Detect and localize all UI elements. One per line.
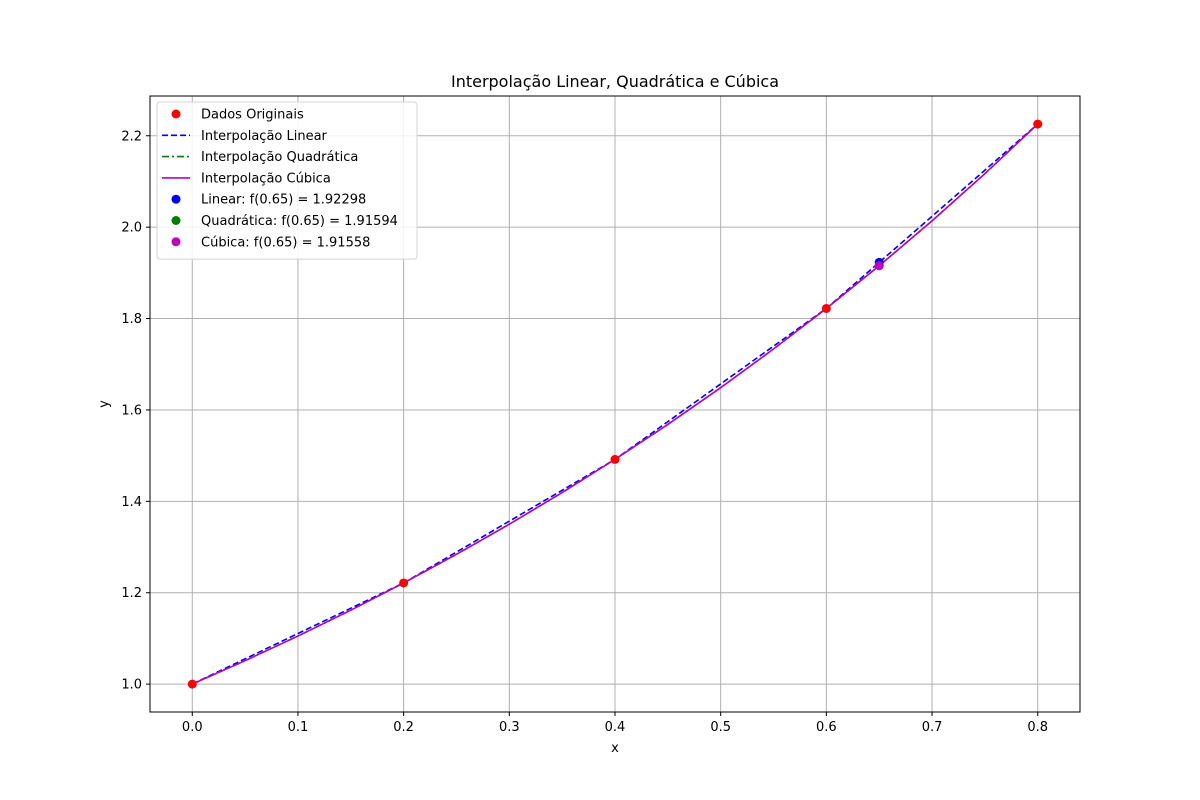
x-tick-label: 0.8 — [1027, 720, 1048, 735]
legend-marker — [171, 109, 181, 119]
y-tick-label: 2.2 — [121, 129, 142, 144]
original-data-point — [187, 679, 197, 689]
legend-box — [156, 101, 418, 260]
x-tick-label: 0.5 — [710, 720, 731, 735]
y-tick-label: 2.0 — [121, 221, 142, 236]
original-data-point — [821, 303, 831, 313]
original-data-point — [1033, 119, 1043, 129]
legend-label: Interpolação Linear — [201, 129, 328, 144]
x-tick-label: 0.7 — [922, 720, 943, 735]
y-tick-label: 1.2 — [121, 586, 142, 601]
x-tick-label: 0.1 — [288, 720, 309, 735]
x-tick-label: 0.2 — [393, 720, 414, 735]
y-axis-label: y — [97, 400, 112, 408]
data-points — [187, 119, 1043, 689]
original-data-point — [610, 454, 620, 464]
legend-marker — [171, 216, 181, 225]
legend-marker — [171, 194, 181, 204]
legend-label: Interpolação Cúbica — [201, 171, 331, 186]
legend-label: Interpolação Quadrática — [201, 150, 358, 165]
y-tick-label: 1.6 — [121, 403, 142, 418]
x-tick-label: 0.3 — [499, 720, 520, 735]
y-tick-label: 1.0 — [121, 678, 142, 693]
legend-label: Quadrática: f(0.65) = 1.91594 — [201, 214, 398, 229]
legend-label: Cúbica: f(0.65) = 1.91558 — [201, 235, 370, 250]
original-data-point — [399, 578, 409, 588]
y-tick-label: 1.4 — [121, 495, 142, 510]
x-tick-label: 0.6 — [816, 720, 837, 735]
highlight-point-3 — [874, 261, 884, 271]
legend-marker — [171, 237, 181, 247]
x-tick-label: 0.0 — [182, 720, 203, 735]
legend: Dados Originais Interpolação Linear Interp… — [156, 101, 418, 260]
x-tick-label: 0.4 — [605, 720, 626, 735]
legend-label: Dados Originais — [201, 108, 304, 123]
chart-title: Interpolação Linear, Quadrática e Cúbica — [451, 72, 779, 91]
x-axis-label: x — [611, 741, 619, 756]
axis-ticks: 0.0 0.1 0.2 0.3 0.4 0.5 0.6 0.7 0.8 1.0 1.2 1.4 1.6 1… — [121, 129, 1048, 735]
y-tick-label: 1.8 — [121, 312, 142, 327]
legend-label: Linear: f(0.65) = 1.92298 — [201, 193, 366, 208]
